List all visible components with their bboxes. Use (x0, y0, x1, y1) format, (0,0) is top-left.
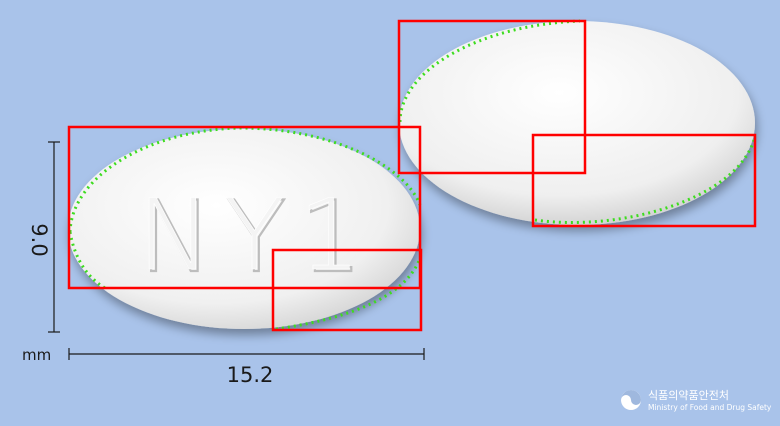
pill-imprint-text: NY1 (137, 179, 375, 293)
width-dimension (68, 348, 425, 360)
bounding-boxes (67, 19, 757, 332)
taegeuk-emblem-icon (621, 390, 641, 410)
pill-imprint-shadow: NY1 (139, 181, 377, 295)
bbox-left-main (67, 125, 422, 290)
logo-english-name: Ministry of Food and Drug Safety (648, 403, 772, 412)
height-label: 9.0 (27, 223, 51, 256)
mfds-logo: 식품의약품안전처 Ministry of Food and Drug Safet… (621, 388, 772, 412)
unit-label: mm (22, 346, 51, 364)
height-dimension (48, 141, 60, 333)
contour-right (398, 19, 756, 224)
bbox-right-bottom (531, 133, 757, 228)
logo-korean-name: 식품의약품안전처 (648, 388, 729, 402)
pill-imprint: NY1 NY1 (137, 179, 377, 296)
pill-back (399, 21, 755, 225)
width-label: 15.2 (227, 363, 274, 387)
pill-front (68, 129, 420, 329)
bbox-left-bottom (271, 248, 423, 332)
bbox-right-top (397, 19, 587, 175)
